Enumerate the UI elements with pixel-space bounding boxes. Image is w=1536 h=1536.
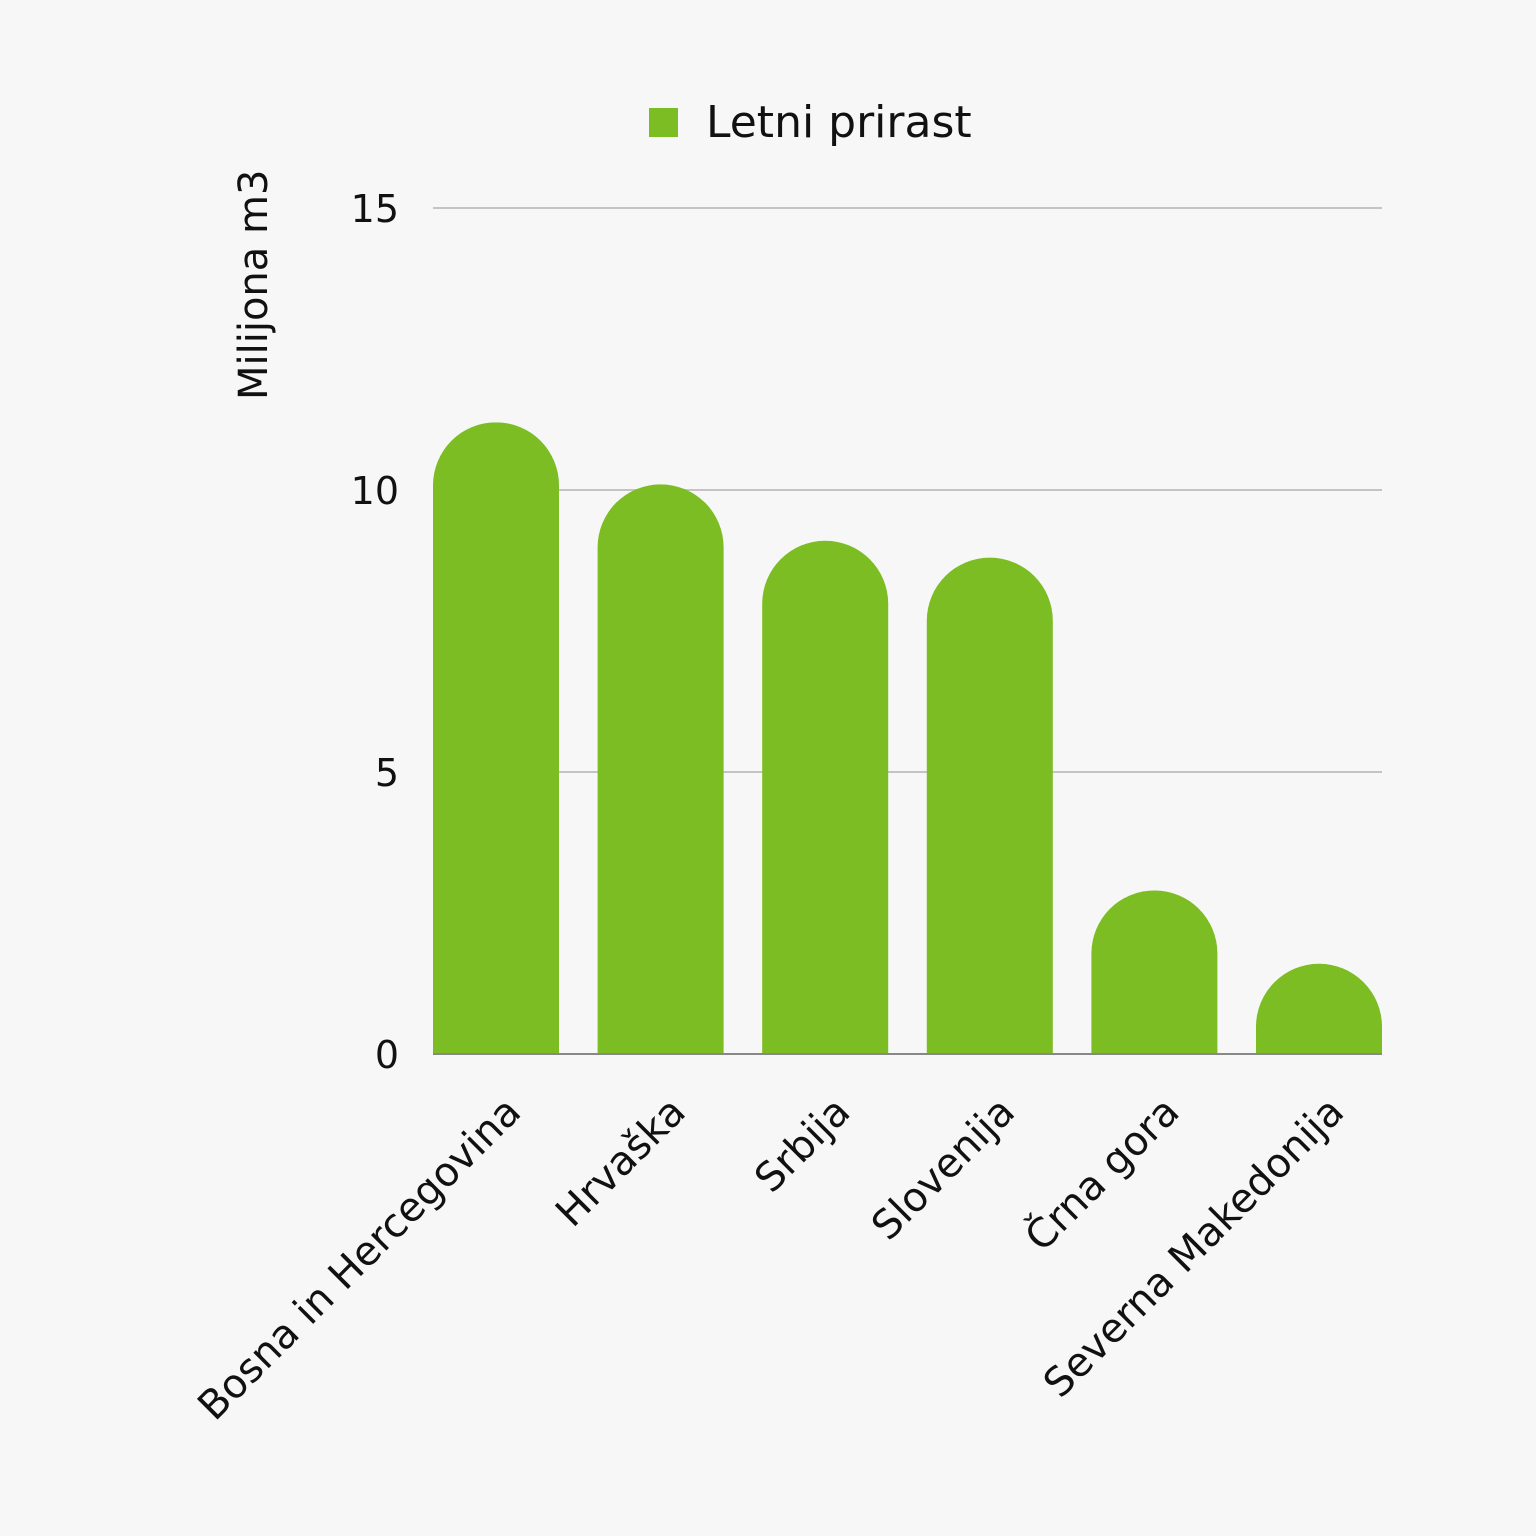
y-tick-label: 0 [375, 1033, 399, 1077]
x-tick-label: Severna Makedonija [1035, 1089, 1353, 1407]
bar [433, 422, 559, 1054]
y-tick-label: 10 [351, 469, 399, 513]
bar [597, 484, 724, 1055]
legend: Letni prirast [649, 97, 972, 148]
gridlines [433, 207, 1382, 773]
bars [433, 422, 1382, 1055]
y-tick-label: 5 [375, 751, 399, 795]
bar [762, 540, 889, 1054]
x-tick-label: Bosna in Hercegovina [189, 1089, 530, 1430]
y-tick-labels: 0 5 10 15 [351, 187, 399, 1077]
y-axis-title: Milijona m3 [231, 170, 277, 400]
bar [926, 557, 1053, 1054]
x-tick-label: Hrvaška [547, 1089, 694, 1236]
x-tick-label: Slovenija [863, 1089, 1024, 1250]
x-tick-label: Srbija [746, 1089, 859, 1202]
bar [1256, 963, 1382, 1054]
y-tick-label: 15 [351, 187, 399, 231]
bar [1091, 890, 1218, 1054]
legend-label: Letni prirast [706, 97, 972, 148]
x-tick-labels: Bosna in Hercegovina Hrvaška Srbija Sloveni… [189, 1087, 1353, 1429]
legend-swatch [649, 108, 678, 137]
x-tick-label: Črna gora [1015, 1087, 1188, 1260]
